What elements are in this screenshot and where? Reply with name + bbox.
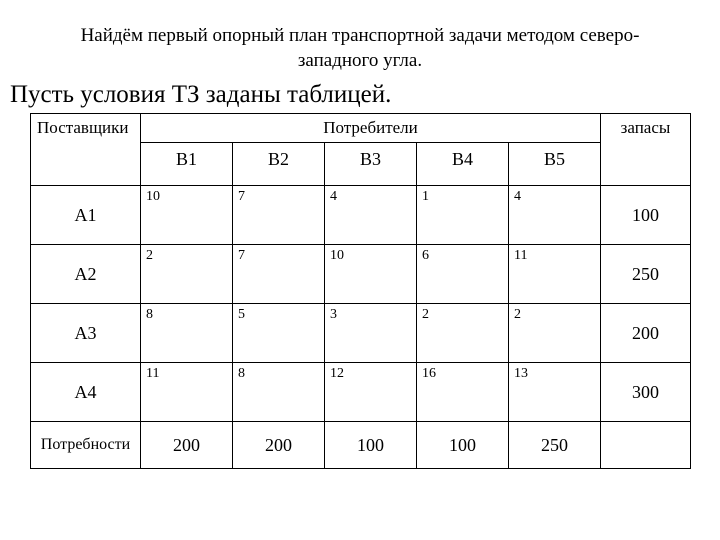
cost-cell: 7 xyxy=(233,186,325,245)
needs-label: Потребности xyxy=(31,422,141,469)
col-b3: В3 xyxy=(325,143,417,186)
table-row: А3 8 5 3 2 2 200 xyxy=(31,304,691,363)
stock-cell: 250 xyxy=(601,245,691,304)
cost-cell: 11 xyxy=(141,363,233,422)
transport-table: Поставщики Потребители запасы В1 В2 В3 В… xyxy=(30,113,691,469)
stock-cell: 100 xyxy=(601,186,691,245)
header-stock: запасы xyxy=(601,114,691,186)
cost-cell: 8 xyxy=(233,363,325,422)
cost-cell: 1 xyxy=(417,186,509,245)
cost-cell: 2 xyxy=(141,245,233,304)
cost-cell: 4 xyxy=(509,186,601,245)
cost-cell: 5 xyxy=(233,304,325,363)
row-a2-label: А2 xyxy=(31,245,141,304)
stock-cell: 200 xyxy=(601,304,691,363)
row-a1-label: А1 xyxy=(31,186,141,245)
cost-cell: 10 xyxy=(325,245,417,304)
cost-cell: 6 xyxy=(417,245,509,304)
needs-cell: 200 xyxy=(233,422,325,469)
col-b1: В1 xyxy=(141,143,233,186)
page-title: Найдём первый опорный план транспортной … xyxy=(10,24,710,73)
needs-cell: 100 xyxy=(417,422,509,469)
table-row: А4 11 8 12 16 13 300 xyxy=(31,363,691,422)
cost-cell: 16 xyxy=(417,363,509,422)
header-suppliers: Поставщики xyxy=(31,114,141,186)
cost-cell: 8 xyxy=(141,304,233,363)
cost-cell: 13 xyxy=(509,363,601,422)
needs-cell: 250 xyxy=(509,422,601,469)
cost-cell: 11 xyxy=(509,245,601,304)
col-b2: В2 xyxy=(233,143,325,186)
col-b5: В5 xyxy=(509,143,601,186)
cost-cell: 3 xyxy=(325,304,417,363)
table-row: А1 10 7 4 1 4 100 xyxy=(31,186,691,245)
page-subtitle: Пусть условия ТЗ заданы таблицей. xyxy=(10,81,710,109)
cost-cell: 2 xyxy=(509,304,601,363)
cost-cell: 7 xyxy=(233,245,325,304)
cost-cell: 10 xyxy=(141,186,233,245)
needs-row: Потребности 200 200 100 100 250 xyxy=(31,422,691,469)
needs-cell: 200 xyxy=(141,422,233,469)
cost-cell: 2 xyxy=(417,304,509,363)
title-line-1: Найдём первый опорный план транспортной … xyxy=(81,25,640,46)
stock-cell: 300 xyxy=(601,363,691,422)
row-a4-label: А4 xyxy=(31,363,141,422)
needs-cell: 100 xyxy=(325,422,417,469)
cost-cell: 4 xyxy=(325,186,417,245)
title-line-2: западного угла. xyxy=(298,50,422,71)
col-b4: В4 xyxy=(417,143,509,186)
row-a3-label: А3 xyxy=(31,304,141,363)
table-row: А2 2 7 10 6 11 250 xyxy=(31,245,691,304)
needs-empty xyxy=(601,422,691,469)
header-consumers: Потребители xyxy=(141,114,601,143)
cost-cell: 12 xyxy=(325,363,417,422)
